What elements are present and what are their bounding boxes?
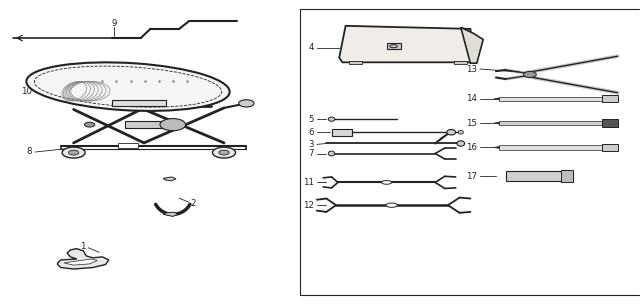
Bar	[506, 171, 573, 181]
Bar	[349, 61, 362, 64]
Polygon shape	[339, 26, 474, 62]
Polygon shape	[163, 212, 178, 216]
Circle shape	[84, 122, 95, 127]
Text: 17: 17	[466, 172, 477, 181]
Ellipse shape	[328, 117, 335, 121]
Text: 12: 12	[303, 201, 314, 210]
Bar	[499, 97, 605, 101]
Bar	[387, 43, 401, 49]
Bar	[499, 145, 605, 150]
Circle shape	[62, 147, 85, 158]
Text: 11: 11	[303, 178, 314, 187]
Bar	[112, 100, 166, 106]
Bar	[602, 95, 618, 102]
Text: 4: 4	[308, 43, 314, 52]
Bar	[118, 143, 138, 148]
Text: 10: 10	[21, 87, 32, 96]
Circle shape	[212, 147, 236, 158]
Ellipse shape	[386, 203, 397, 207]
Text: 3: 3	[308, 140, 314, 149]
Circle shape	[524, 71, 536, 78]
Bar	[602, 119, 618, 127]
Text: 7: 7	[308, 149, 314, 158]
Bar	[561, 170, 573, 182]
Text: 13: 13	[466, 64, 477, 74]
Polygon shape	[494, 122, 499, 124]
Polygon shape	[58, 249, 109, 269]
Circle shape	[239, 100, 254, 107]
Ellipse shape	[457, 141, 465, 146]
Bar	[454, 61, 467, 64]
Polygon shape	[494, 98, 499, 100]
Text: 14: 14	[466, 94, 477, 103]
Polygon shape	[494, 147, 499, 148]
Circle shape	[219, 150, 229, 155]
Text: 16: 16	[466, 143, 477, 152]
Polygon shape	[163, 177, 176, 181]
Text: 5: 5	[308, 115, 314, 124]
Text: 2: 2	[191, 199, 196, 208]
Text: 1: 1	[79, 242, 85, 251]
Ellipse shape	[26, 62, 230, 111]
Ellipse shape	[458, 130, 463, 134]
Ellipse shape	[381, 181, 392, 184]
Bar	[125, 121, 170, 128]
Text: 6: 6	[308, 128, 314, 137]
Text: 15: 15	[466, 119, 477, 128]
Polygon shape	[64, 259, 97, 265]
Text: 9: 9	[111, 19, 116, 28]
Circle shape	[68, 150, 79, 155]
Ellipse shape	[328, 151, 335, 156]
Bar	[332, 129, 352, 136]
Text: 8: 8	[26, 147, 32, 157]
Ellipse shape	[447, 130, 456, 135]
Bar	[499, 121, 605, 125]
Circle shape	[160, 119, 186, 131]
Bar	[602, 144, 618, 151]
Polygon shape	[461, 27, 483, 63]
